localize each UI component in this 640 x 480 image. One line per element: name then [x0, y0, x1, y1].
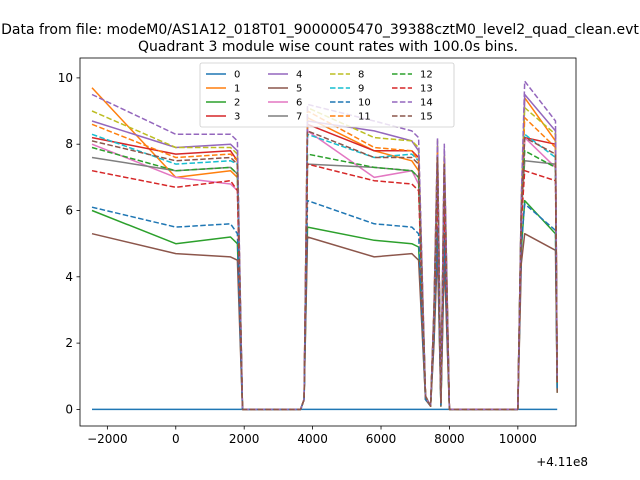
legend-label-9: 9 — [358, 84, 364, 95]
x-offset-label: +4.11e8 — [536, 455, 588, 469]
legend-label-3: 3 — [234, 112, 240, 123]
legend-label-4: 4 — [296, 70, 302, 81]
y-tick-label: 0 — [65, 402, 73, 416]
legend-label-0: 0 — [234, 70, 240, 81]
legend-box — [199, 62, 455, 128]
series-line-15 — [91, 130, 558, 411]
legend-label-12: 12 — [420, 70, 433, 81]
legend-label-6: 6 — [296, 98, 302, 109]
legend-label-5: 5 — [296, 84, 302, 95]
legend-label-2: 2 — [234, 98, 240, 109]
y-tick-label: 8 — [65, 137, 73, 151]
legend-label-14: 14 — [420, 98, 433, 109]
chart-title: Quadrant 3 module wise count rates with … — [138, 39, 518, 55]
x-tick-label: 0 — [172, 432, 180, 446]
legend-label-11: 11 — [358, 112, 371, 123]
legend-label-15: 15 — [420, 112, 433, 123]
legend-label-1: 1 — [234, 84, 240, 95]
y-tick-label: 2 — [65, 336, 73, 350]
legend-label-13: 13 — [420, 84, 433, 95]
x-tick-label: 10000 — [499, 432, 537, 446]
x-tick-label: −2000 — [87, 432, 128, 446]
x-tick-label: 8000 — [434, 432, 465, 446]
series-lines — [91, 80, 558, 411]
y-tick-label: 4 — [65, 270, 73, 284]
legend-label-7: 7 — [296, 112, 302, 123]
x-tick-label: 4000 — [297, 432, 328, 446]
x-tick-label: 2000 — [229, 432, 260, 446]
legend-label-10: 10 — [358, 98, 371, 109]
y-tick-label: 6 — [65, 204, 73, 218]
axes-frame — [79, 57, 577, 427]
y-tick-label: 10 — [58, 71, 73, 85]
figure-suptitle: Data from file: modeM0/AS1A12_018T01_900… — [1, 22, 639, 38]
legend-label-8: 8 — [358, 70, 364, 81]
x-tick-label: 6000 — [366, 432, 397, 446]
